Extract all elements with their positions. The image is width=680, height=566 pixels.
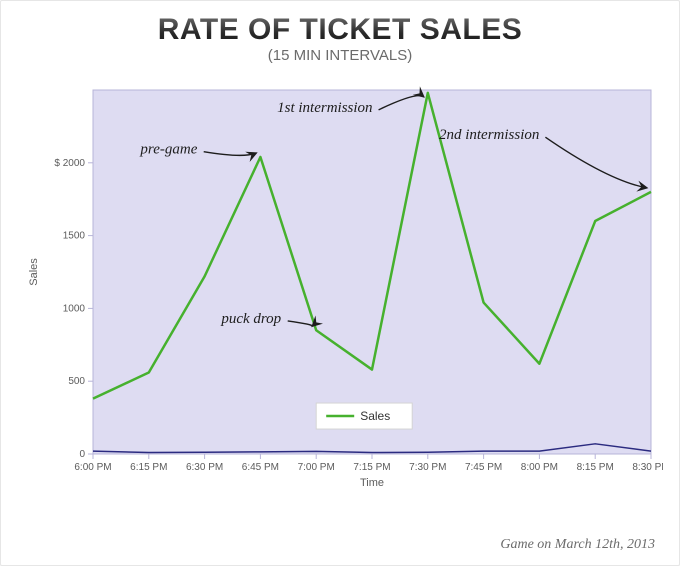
annotation-text: pre-game (139, 142, 197, 158)
y-tick-label: 1000 (63, 303, 86, 314)
y-tick-label: 500 (68, 376, 85, 387)
x-tick-label: 7:30 PM (409, 462, 446, 473)
y-tick-label: 0 (79, 449, 85, 460)
chart-subtitle: (15 MIN INTERVALS) (15, 47, 665, 64)
annotation-text: 1st intermission (277, 100, 372, 116)
x-tick-label: 6:15 PM (130, 462, 167, 473)
annotation-text: 2nd intermission (439, 127, 539, 143)
x-tick-label: 6:30 PM (186, 462, 223, 473)
y-tick-label: $ 2000 (54, 158, 85, 169)
chart-caption: Game on March 12th, 2013 (500, 537, 655, 553)
x-tick-label: 7:00 PM (298, 462, 335, 473)
x-axis-label: Time (360, 477, 384, 489)
chart-svg: 0 500 1000 1500 $ 2000 6:00 PM 6:15 PM 6:30 PM 6… (15, 74, 663, 504)
x-tick-label: 7:15 PM (353, 462, 390, 473)
x-tick-label: 6:45 PM (242, 462, 279, 473)
chart-card: RATE OF TICKET SALES (15 MIN INTERVALS) … (0, 0, 680, 566)
chart-title: RATE OF TICKET SALES (15, 15, 665, 45)
x-tick-label: 8:00 PM (521, 462, 558, 473)
y-axis-label: Sales (28, 258, 40, 286)
y-tick-label: 1500 (63, 231, 86, 242)
x-tick-label: 8:15 PM (577, 462, 614, 473)
x-tick-label: 7:45 PM (465, 462, 502, 473)
x-tick-label: 6:00 PM (74, 462, 111, 473)
legend-label: Sales (360, 409, 390, 423)
annotation-text: puck drop (220, 311, 281, 327)
chart-area: 0 500 1000 1500 $ 2000 6:00 PM 6:15 PM 6:30 PM 6… (15, 74, 665, 509)
x-tick-label: 8:30 PM (632, 462, 663, 473)
